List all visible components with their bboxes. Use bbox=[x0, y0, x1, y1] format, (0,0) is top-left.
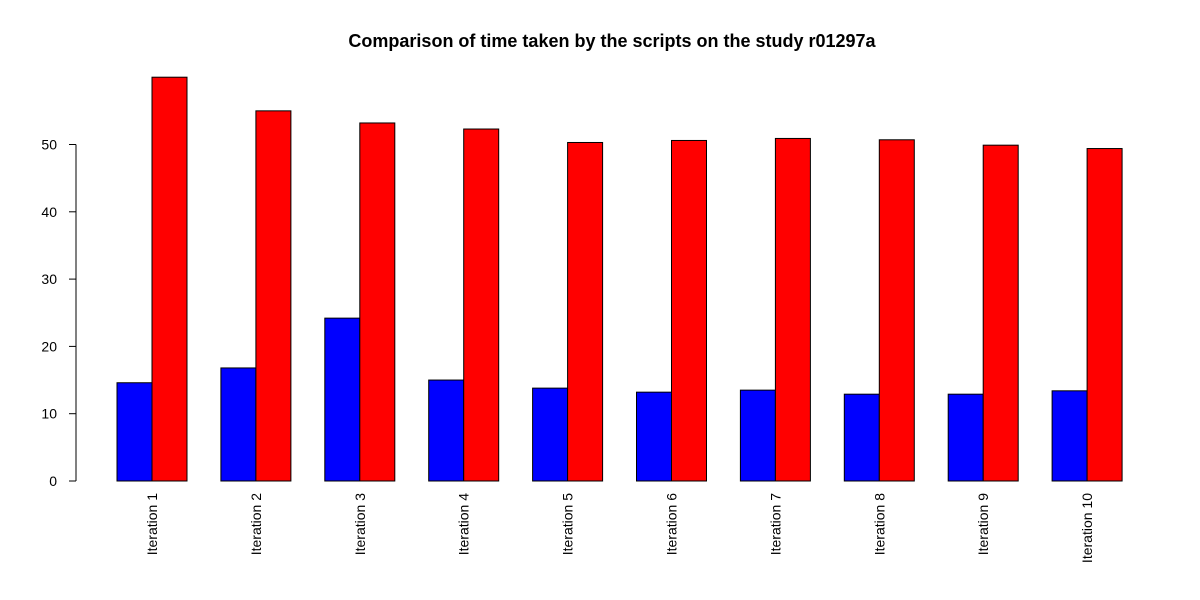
blue-series-bar bbox=[324, 317, 361, 482]
red-series-bar bbox=[151, 76, 188, 482]
x-tick-label: Iteration 4 bbox=[456, 493, 472, 555]
x-tick-label: Iteration 9 bbox=[975, 493, 991, 555]
x-tick-label: Iteration 7 bbox=[767, 493, 783, 555]
red-series-bar bbox=[255, 110, 292, 482]
red-series-bar bbox=[567, 141, 604, 482]
x-tick-label: Iteration 8 bbox=[871, 493, 887, 555]
x-tick-label: Iteration 2 bbox=[248, 493, 264, 555]
blue-series-bar bbox=[843, 393, 880, 482]
red-series-bar bbox=[774, 137, 811, 482]
blue-series-bar bbox=[947, 393, 984, 482]
blue-series-bar bbox=[428, 379, 465, 482]
y-tick-label: 10 bbox=[41, 406, 57, 422]
y-tick-label: 40 bbox=[41, 204, 57, 220]
y-tick-label: 20 bbox=[41, 338, 57, 354]
x-tick-label: Iteration 3 bbox=[352, 493, 368, 555]
blue-series-bar bbox=[739, 389, 776, 482]
red-series-bar bbox=[463, 128, 500, 482]
blue-series-bar bbox=[220, 367, 257, 482]
red-series-bar bbox=[1086, 148, 1123, 482]
blue-series-bar bbox=[532, 387, 569, 482]
x-axis-labels: Iteration 1 Iteration 2 Iteration 3 Iterati… bbox=[144, 493, 1095, 563]
x-tick-label: Iteration 10 bbox=[1079, 493, 1095, 563]
x-tick-label: Iteration 6 bbox=[664, 493, 680, 555]
chart-title: Comparison of time taken by the scripts … bbox=[348, 31, 876, 51]
x-tick-label: Iteration 5 bbox=[560, 493, 576, 555]
y-tick-label: 30 bbox=[41, 271, 57, 287]
y-tick-label: 0 bbox=[49, 473, 57, 489]
bars bbox=[116, 76, 1123, 482]
blue-series-bar bbox=[636, 391, 672, 482]
red-series-bar bbox=[982, 144, 1019, 482]
y-tick-label: 50 bbox=[41, 137, 57, 153]
x-tick-label: Iteration 1 bbox=[144, 493, 160, 555]
red-series-bar bbox=[878, 139, 915, 482]
red-series-bar bbox=[671, 139, 707, 482]
y-axis: 0 10 20 30 40 50 bbox=[41, 137, 77, 489]
blue-series-bar bbox=[116, 382, 153, 482]
red-series-bar bbox=[359, 122, 396, 482]
blue-series-bar bbox=[1051, 390, 1088, 482]
